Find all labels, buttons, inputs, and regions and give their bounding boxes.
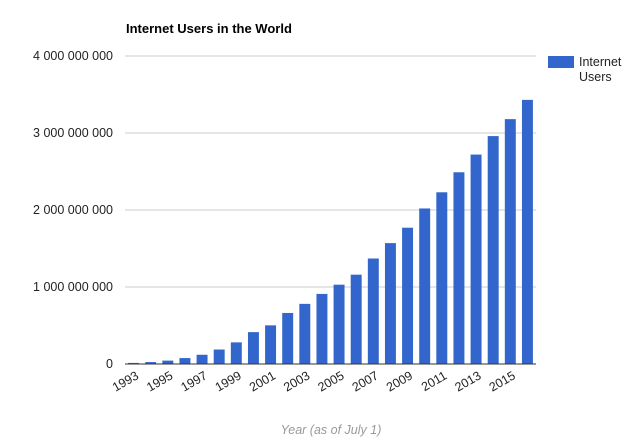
y-tick-label: 0 <box>106 357 113 371</box>
x-tick-label: 2005 <box>315 368 346 394</box>
bar-1999[interactable] <box>230 342 242 364</box>
bar-2003[interactable] <box>299 303 311 364</box>
x-tick-label: 2013 <box>452 368 483 394</box>
y-tick-label: 2 000 000 000 <box>33 203 113 217</box>
bar-2016[interactable] <box>521 99 533 364</box>
bar-2001[interactable] <box>265 325 277 364</box>
bar-2013[interactable] <box>470 154 482 364</box>
bar-2006[interactable] <box>350 274 362 364</box>
bar-1995[interactable] <box>162 360 174 364</box>
legend-label-internet-users: Internet Users <box>579 55 622 84</box>
y-axis-ticks: 0 1 000 000 000 2 000 000 000 3 000 000 000… <box>33 49 113 371</box>
y-tick-label: 1 000 000 000 <box>33 280 113 294</box>
bar-layer <box>125 99 536 365</box>
y-tick-label: 3 000 000 000 <box>33 126 113 140</box>
bar-2009[interactable] <box>402 227 414 364</box>
x-tick-label: 2003 <box>281 368 312 394</box>
bar-1993[interactable] <box>128 362 140 364</box>
bar-2005[interactable] <box>333 284 345 364</box>
x-axis-ticks: 1993 1995 1997 1999 2001 2003 2005 2007 2009 2011… <box>110 368 518 394</box>
bar-1994[interactable] <box>145 362 157 364</box>
x-tick-label: 2007 <box>350 368 381 394</box>
bar-2002[interactable] <box>282 312 294 364</box>
legend-swatch <box>548 56 574 68</box>
bar-1997[interactable] <box>196 354 208 364</box>
bar-2000[interactable] <box>247 332 259 364</box>
x-axis-label: Year (as of July 1) <box>281 423 382 437</box>
x-tick-label: 2015 <box>487 368 518 394</box>
y-tick-label: 4 000 000 000 <box>33 49 113 63</box>
bar-2008[interactable] <box>384 243 396 364</box>
bar-1998[interactable] <box>213 349 225 364</box>
x-tick-label: 2001 <box>247 368 278 394</box>
x-tick-label: 1999 <box>213 368 244 394</box>
x-tick-label: 1997 <box>178 368 209 394</box>
bar-2004[interactable] <box>316 293 328 364</box>
x-tick-label: 1995 <box>144 368 175 394</box>
x-tick-label: 2011 <box>419 368 449 394</box>
bar-2007[interactable] <box>367 258 379 364</box>
chart-title: Internet Users in the World <box>126 21 292 36</box>
grid-layer <box>125 55 536 288</box>
x-tick-label: 2009 <box>384 368 415 394</box>
bar-2015[interactable] <box>504 119 516 364</box>
bar-2011[interactable] <box>436 192 448 364</box>
bar-2012[interactable] <box>453 172 465 364</box>
bar-2014[interactable] <box>487 136 499 364</box>
x-tick-label: 1993 <box>110 368 141 394</box>
bar-1996[interactable] <box>179 358 191 364</box>
legend[interactable]: Internet Users <box>548 55 622 84</box>
bar-2010[interactable] <box>419 208 431 364</box>
